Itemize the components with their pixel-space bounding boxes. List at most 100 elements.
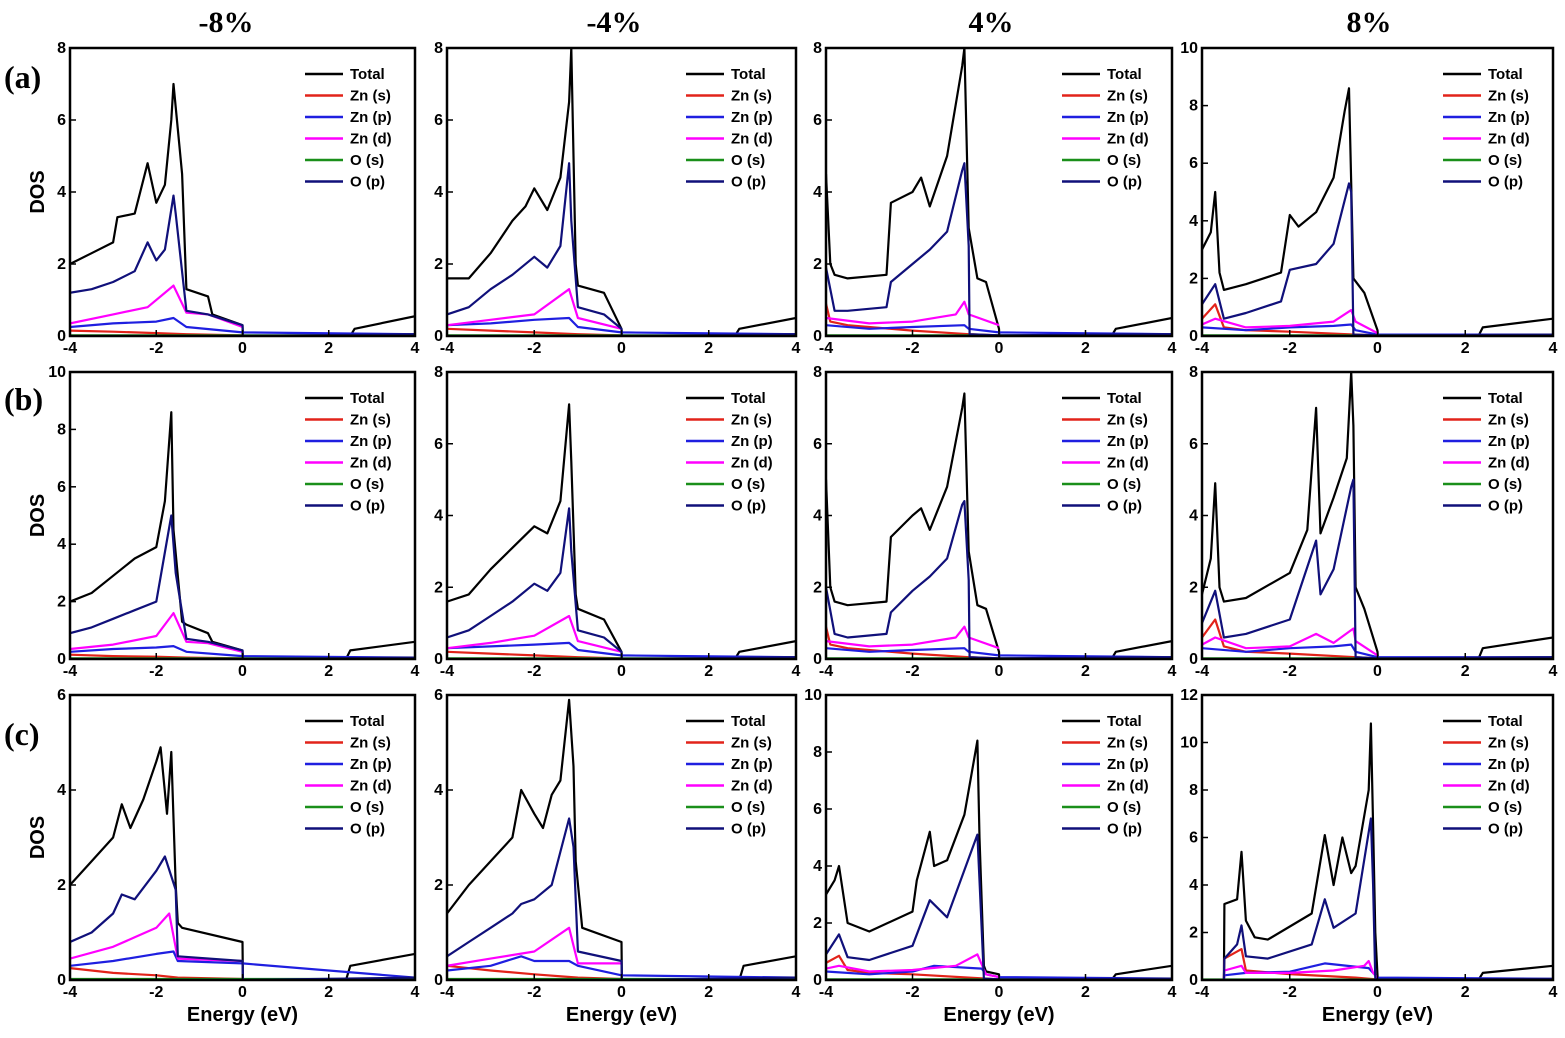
y-tick-label: 4 xyxy=(1189,877,1198,894)
y-tick-label: 8 xyxy=(813,744,822,761)
series-line-zn-d xyxy=(447,614,622,653)
x-tick-label: -2 xyxy=(1283,984,1297,1001)
legend-label: O (s) xyxy=(1488,152,1522,169)
dos-panel: -4 -2 0 2 4 0 2 4 6 8 Total Zn (s) Zn (p) Zn (d) O (s)… xyxy=(434,364,800,680)
series-line-total xyxy=(447,48,796,336)
series-line-total xyxy=(826,739,1172,980)
y-axis-title: DOS xyxy=(27,816,49,859)
legend: Total Zn (s) Zn (p) Zn (d) O (s) O (p) xyxy=(305,390,392,515)
x-tick-label: -4 xyxy=(440,663,454,680)
legend-label: Zn (s) xyxy=(731,412,772,429)
legend: Total Zn (s) Zn (p) Zn (d) O (s) O (p) xyxy=(1443,390,1530,515)
dos-panel: -4 -2 0 2 4 0 2 4 6 8 10 Total Zn (s) Zn (p) Zn (d) O (… xyxy=(1180,40,1557,357)
legend-label: O (s) xyxy=(1107,476,1141,493)
legend-label: O (s) xyxy=(731,476,765,493)
x-tick-label: -2 xyxy=(527,984,541,1001)
legend-label: Zn (d) xyxy=(731,131,773,148)
x-tick-label: 4 xyxy=(411,984,420,1001)
dos-panel: -4 -2 0 2 4 0 2 4 6 Energy (eV) Total Zn (s) Zn (p) Z… xyxy=(434,687,800,1026)
legend: Total Zn (s) Zn (p) Zn (d) O (s) O (p) xyxy=(1062,390,1149,515)
y-tick-label: 8 xyxy=(434,40,443,57)
legend-label: O (p) xyxy=(1107,174,1142,191)
x-tick-label: 4 xyxy=(792,663,801,680)
x-tick-label: -2 xyxy=(905,340,919,357)
y-tick-label: 2 xyxy=(1189,925,1198,942)
legend: Total Zn (s) Zn (p) Zn (d) O (s) O (p) xyxy=(305,66,392,191)
y-tick-label: 2 xyxy=(813,256,822,273)
dos-panel: -4 -2 0 2 4 0 2 4 6 8 Total Zn (s) Zn (p) Zn (d) O (s)… xyxy=(813,364,1176,680)
series-line-zn-d xyxy=(447,926,622,967)
x-tick-label: -4 xyxy=(1195,663,1209,680)
series-line-o-p xyxy=(70,855,415,980)
legend-label: Zn (d) xyxy=(731,778,773,795)
legend: Total Zn (s) Zn (p) Zn (d) O (s) O (p) xyxy=(1443,66,1530,191)
y-tick-label: 0 xyxy=(813,972,822,989)
series-line-zn-p xyxy=(1202,643,1553,659)
y-tick-label: 6 xyxy=(434,436,443,453)
series-line-total xyxy=(447,698,796,980)
legend: Total Zn (s) Zn (p) Zn (d) O (s) O (p) xyxy=(1062,66,1149,191)
series-line-zn-s xyxy=(1202,618,1378,659)
x-tick-label: -4 xyxy=(819,984,833,1001)
legend-label: O (p) xyxy=(731,821,766,838)
legend: Total Zn (s) Zn (p) Zn (d) O (s) O (p) xyxy=(686,713,773,838)
y-tick-label: 6 xyxy=(57,479,66,496)
y-tick-label: 2 xyxy=(434,579,443,596)
x-tick-label: 0 xyxy=(1373,984,1382,1001)
y-tick-label: 2 xyxy=(57,594,66,611)
series-line-zn-d xyxy=(70,611,243,653)
legend-label: O (p) xyxy=(1488,174,1523,191)
x-tick-label: 2 xyxy=(704,340,713,357)
y-axis-title: DOS xyxy=(27,494,49,537)
legend-label: O (s) xyxy=(1107,799,1141,816)
y-tick-label: 6 xyxy=(1189,436,1198,453)
dos-panel: -4 -2 0 2 4 0 2 4 6 8 10 DOS Total Zn (s) Zn (p) Zn (d)… xyxy=(27,364,420,680)
column-title: 8% xyxy=(1347,6,1392,39)
x-tick-label: 2 xyxy=(1081,340,1090,357)
x-tick-label: 2 xyxy=(324,340,333,357)
x-tick-label: -2 xyxy=(1283,340,1297,357)
legend-label: Zn (s) xyxy=(350,412,391,429)
y-tick-label: 0 xyxy=(1189,328,1198,345)
legend-label: Zn (d) xyxy=(731,455,773,472)
legend-label: Total xyxy=(350,66,385,83)
x-tick-label: -2 xyxy=(149,663,163,680)
legend-label: Total xyxy=(1488,66,1523,83)
legend-label: O (p) xyxy=(731,174,766,191)
legend-label: Zn (p) xyxy=(731,756,773,773)
y-tick-label: 8 xyxy=(1189,782,1198,799)
series-line-zn-d xyxy=(70,912,243,963)
y-tick-label: 12 xyxy=(1180,687,1198,704)
legend-label: O (s) xyxy=(350,476,384,493)
x-tick-label: 4 xyxy=(411,340,420,357)
legend-label: Zn (p) xyxy=(350,109,392,126)
y-tick-label: 8 xyxy=(1189,364,1198,381)
legend-label: Zn (p) xyxy=(1488,756,1530,773)
x-tick-label: 2 xyxy=(1081,663,1090,680)
legend-label: Zn (p) xyxy=(350,756,392,773)
y-tick-label: 4 xyxy=(813,508,822,525)
series-line-total xyxy=(70,82,415,336)
series-line-o-p xyxy=(70,514,415,659)
legend-label: Total xyxy=(1107,66,1142,83)
x-tick-label: 0 xyxy=(617,663,626,680)
y-tick-label: 4 xyxy=(434,184,443,201)
x-tick-label: -2 xyxy=(905,663,919,680)
legend-label: Zn (d) xyxy=(1488,455,1530,472)
legend-label: Zn (s) xyxy=(350,88,391,105)
y-tick-label: 6 xyxy=(1189,830,1198,847)
x-tick-label: -4 xyxy=(63,340,77,357)
legend-label: Total xyxy=(731,66,766,83)
x-tick-label: 4 xyxy=(1168,340,1177,357)
legend-label: O (p) xyxy=(350,498,385,515)
legend-label: Zn (d) xyxy=(350,778,392,795)
legend-label: Zn (p) xyxy=(1488,109,1530,126)
legend-label: Zn (s) xyxy=(1107,88,1148,105)
y-tick-label: 2 xyxy=(57,877,66,894)
x-tick-label: 0 xyxy=(238,984,247,1001)
series-line-o-p xyxy=(447,162,796,336)
dos-panel: -4 -2 0 2 4 0 2 4 6 8 Total Zn (s) Zn (p) Zn (d) O (s)… xyxy=(434,40,800,357)
legend-label: Zn (d) xyxy=(1488,131,1530,148)
x-tick-label: 0 xyxy=(995,340,1004,357)
x-tick-label: -4 xyxy=(1195,340,1209,357)
